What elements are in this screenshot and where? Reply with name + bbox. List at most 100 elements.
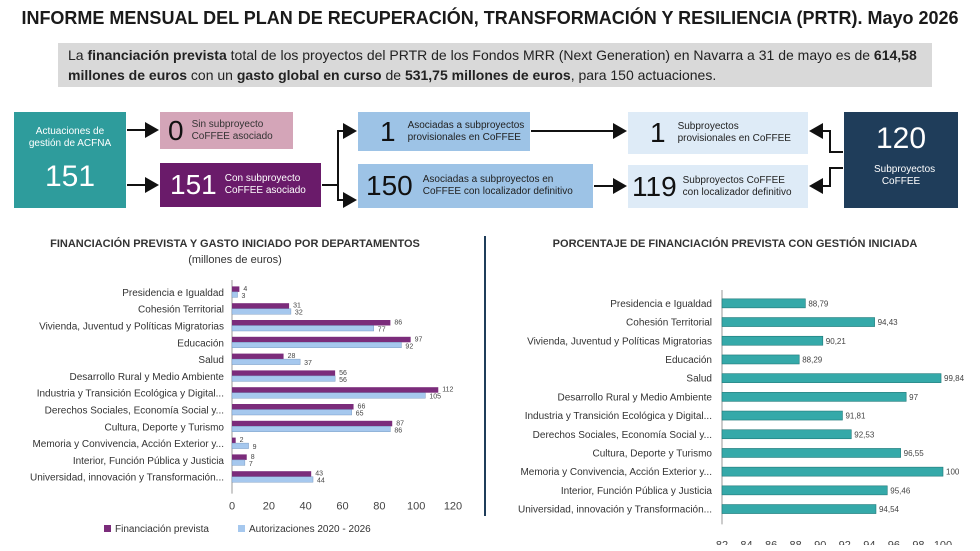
legend-autorizaciones-label: Autorizaciones 2020 - 2026 — [249, 524, 371, 535]
left-category-label: Educación — [177, 338, 224, 349]
left-bar-financiacion — [232, 336, 411, 343]
def-label: Asociadas a subproyectos en CoFFEE con l… — [422, 174, 573, 197]
con-value: 151 — [170, 169, 217, 200]
subprov-box: 1 Subproyectos provisionales en CoFFEE — [628, 112, 808, 154]
right-x-tick: 94 — [863, 539, 875, 545]
right-bar — [721, 298, 806, 309]
left-bar-financiacion — [232, 437, 236, 444]
left-value-financiacion: 28 — [288, 353, 296, 360]
left-chart-subtitle: (millones de euros) — [188, 254, 282, 266]
left-value-financiacion: 2 — [240, 437, 244, 444]
def-value: 150 — [366, 170, 413, 201]
right-value-label: 95,46 — [890, 486, 911, 495]
right-chart-title: PORCENTAJE DE FINANCIACIÓN PREVISTA CON … — [552, 238, 918, 250]
prov-value: 1 — [380, 115, 396, 147]
left-bar-autorizaciones — [231, 426, 391, 433]
left-value-financiacion: 31 — [293, 303, 301, 310]
right-category-label: Desarrollo Rural y Medio Ambiente — [557, 392, 712, 403]
summary-text-2: total de los proyectos del PRTR de los F… — [226, 47, 874, 63]
right-bar — [721, 317, 875, 327]
right-value-label: 94,43 — [878, 318, 899, 327]
left-bar-financiacion — [232, 454, 247, 460]
left-bar-autorizaciones — [231, 291, 238, 298]
left-chart-title: FINANCIACIÓN PREVISTA Y GASTO INICIADO P… — [50, 238, 420, 250]
right-bar — [721, 466, 944, 477]
left-bar-autorizaciones — [231, 375, 336, 382]
right-category-label: Vivienda, Juventud y Políticas Migratori… — [527, 336, 712, 347]
legend-autorizaciones-swatch — [238, 525, 245, 532]
right-x-tick: 90 — [814, 539, 826, 545]
left-category-label: Derechos Sociales, Economía Social y... — [45, 406, 224, 417]
left-x-tick: 120 — [444, 501, 462, 513]
left-value-financiacion: 43 — [315, 471, 323, 478]
def-box: 150 Asociadas a subproyectos en CoFFEE c… — [358, 164, 593, 208]
summary-bold-2: 614,58 millones de euros — [68, 47, 917, 83]
arrow-total-subprov — [809, 123, 843, 153]
legend-financiacion-swatch — [104, 525, 111, 532]
sin-label: Sin subproyecto CoFFEE asociado — [191, 118, 273, 142]
right-category-label: Cultura, Deporte y Turismo — [593, 448, 713, 459]
left-value-financiacion: 56 — [339, 370, 347, 377]
right-x-tick: 86 — [765, 539, 777, 545]
arrow-con-def — [322, 184, 357, 208]
right-bar — [721, 410, 843, 421]
right-value-label: 97 — [909, 393, 918, 402]
subdef-box: 119 Subproyectos CoFFEE con localizador … — [628, 165, 808, 208]
right-bar-chart: Presidencia e Igualdad 88,79 Cohesión Terr… — [518, 290, 965, 545]
left-bar-autorizaciones — [231, 392, 426, 399]
left-x-tick: 20 — [263, 501, 275, 513]
subprov-label: Subproyectos provisionales en CoFFEE — [677, 121, 791, 144]
left-value-autorizaciones: 32 — [295, 310, 303, 317]
left-bar-financiacion — [232, 387, 439, 393]
left-value-financiacion: 87 — [396, 420, 404, 427]
right-bar — [721, 485, 888, 496]
left-category-label: Industria y Transición Ecológica y Digit… — [37, 389, 224, 400]
summary-text-1: La — [68, 47, 88, 63]
left-value-autorizaciones: 65 — [356, 411, 364, 418]
summary-text-3: con un — [187, 67, 237, 83]
left-category-label: Desarrollo Rural y Medio Ambiente — [69, 372, 224, 383]
left-value-autorizaciones: 37 — [304, 360, 312, 367]
left-category-label: Interior, Función Pública y Justicia — [73, 456, 225, 467]
arrow-con-prov — [322, 123, 357, 186]
right-bar — [721, 335, 824, 346]
left-value-autorizaciones: 3 — [242, 293, 246, 300]
left-bar-financiacion — [232, 420, 393, 427]
left-x-tick: 100 — [407, 501, 425, 513]
right-bar — [721, 429, 852, 440]
right-x-tick: 84 — [740, 539, 752, 545]
right-value-label: 90,21 — [826, 337, 847, 346]
acfna-value: 151 — [44, 160, 96, 193]
left-bar-financiacion — [232, 303, 290, 309]
acfna-label: Actuaciones de gestión de ACFNA — [28, 126, 112, 149]
left-bar-financiacion — [232, 353, 284, 360]
right-category-label: Universidad, innovación y Transformación… — [518, 505, 712, 516]
acfna-box: Actuaciones de gestión de ACFNA 151 — [14, 112, 126, 208]
left-category-label: Memoria y Convivencia, Acción Exterior y… — [32, 439, 224, 450]
legend-financiacion-label: Financiación prevista — [115, 524, 209, 535]
left-bar-chart: Presidencia e Igualdad 43 Cohesión Territo… — [30, 280, 462, 535]
left-value-financiacion: 8 — [251, 454, 255, 461]
chart-divider — [484, 236, 486, 516]
left-bar-autorizaciones — [231, 459, 246, 466]
arrow-total-subdef — [809, 167, 843, 194]
right-category-label: Cohesión Territorial — [626, 318, 712, 329]
right-value-label: 88,79 — [808, 299, 829, 308]
left-category-label: Universidad, innovación y Transformación… — [30, 473, 224, 484]
left-bar-autorizaciones — [231, 325, 375, 332]
left-bar-financiacion — [232, 404, 354, 410]
subdef-value: 119 — [632, 170, 677, 202]
left-category-label: Presidencia e Igualdad — [122, 288, 224, 299]
left-category-label: Cohesión Territorial — [138, 305, 224, 316]
right-value-label: 96,55 — [904, 449, 925, 458]
left-x-tick: 80 — [373, 501, 385, 513]
left-category-label: Cultura, Deporte y Turismo — [105, 422, 225, 433]
left-value-financiacion: 86 — [394, 320, 402, 327]
summary-text-4: de — [381, 67, 405, 83]
left-bar-autorizaciones — [231, 342, 402, 349]
left-bar-financiacion — [232, 471, 312, 477]
left-value-financiacion: 97 — [415, 336, 423, 343]
left-value-autorizaciones: 92 — [405, 343, 413, 350]
left-x-tick: 60 — [336, 501, 348, 513]
